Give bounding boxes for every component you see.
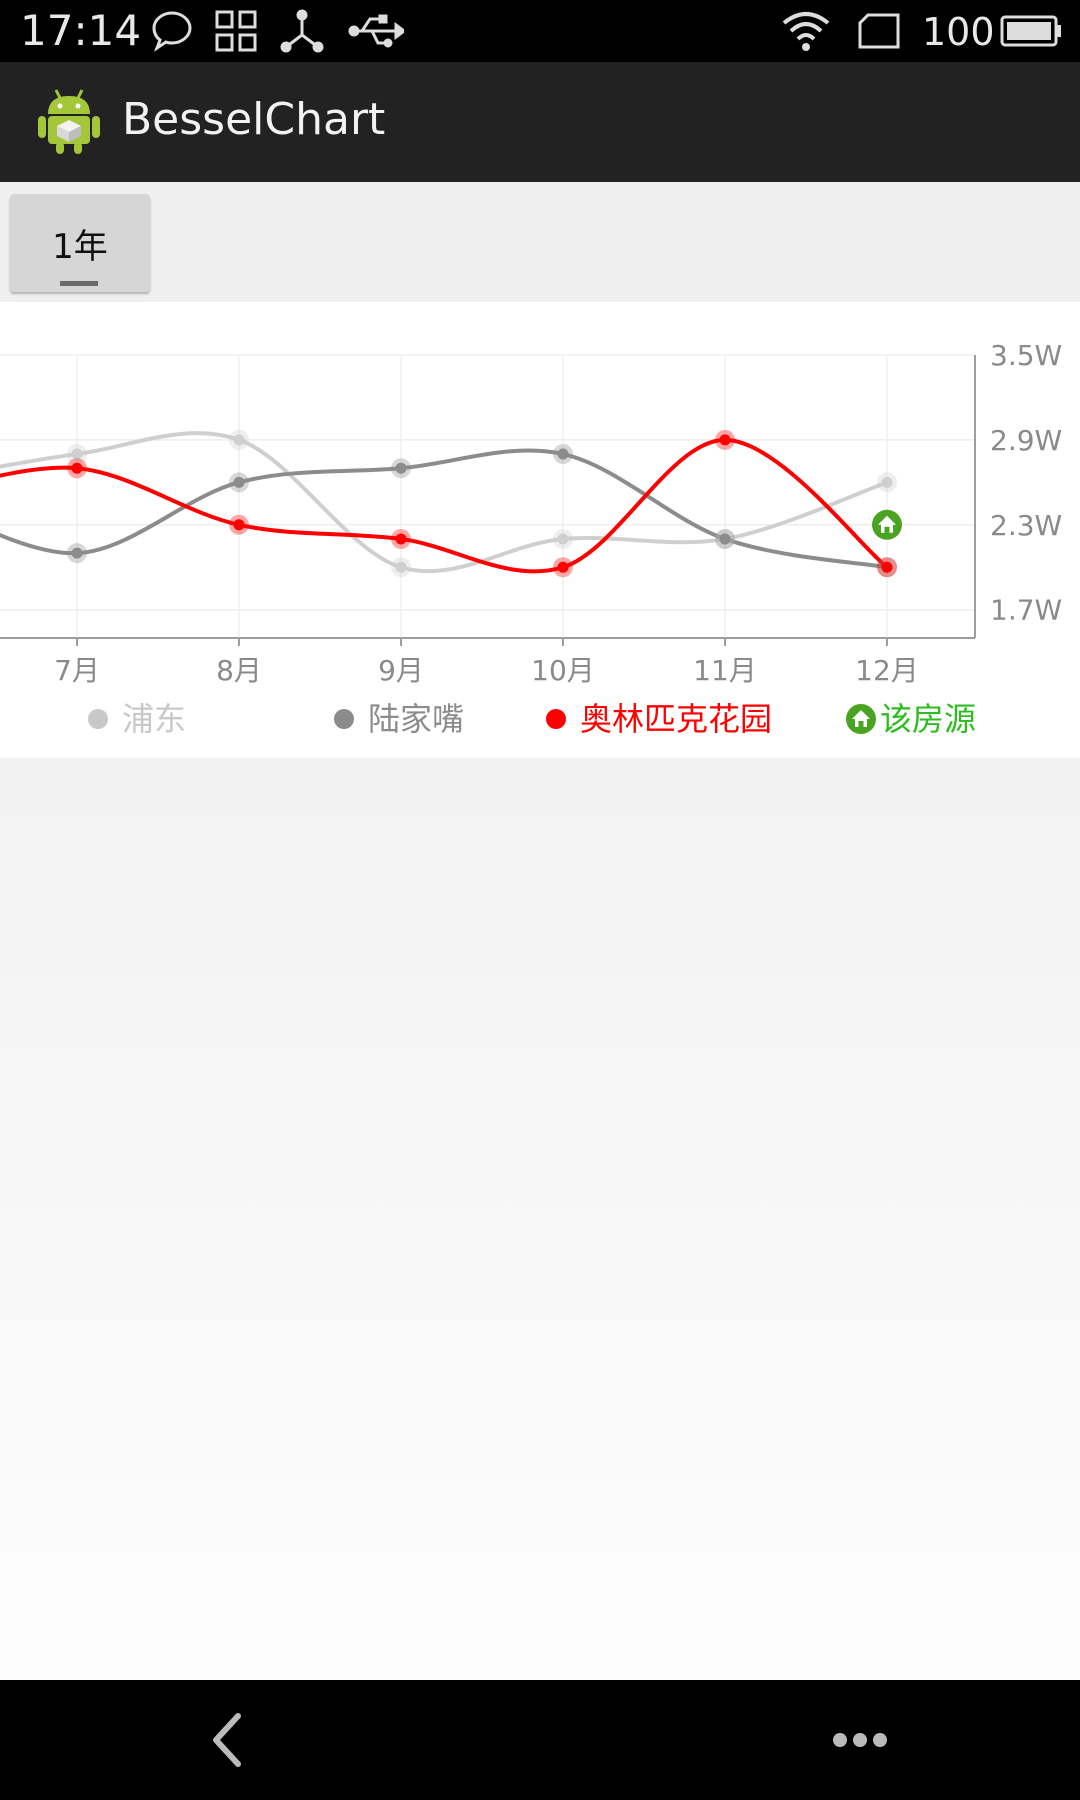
y-tick-label: 2.9W	[990, 424, 1062, 457]
series-line	[0, 437, 889, 574]
share-icon	[278, 0, 326, 62]
chat-icon	[148, 0, 196, 62]
y-tick-labels: 3.5W 2.9W 2.3W 1.7W	[990, 339, 1062, 627]
series-point	[71, 462, 83, 474]
wifi-icon	[780, 0, 832, 62]
series-point	[233, 476, 245, 488]
series-point	[881, 561, 893, 573]
y-tick-label: 3.5W	[990, 339, 1062, 372]
series-point	[557, 561, 569, 573]
legend-label: 浦东	[122, 700, 186, 738]
content-area	[0, 758, 1080, 1680]
house-icon-door	[884, 526, 890, 533]
price-chart[interactable]: 7月 8月 9月 10月 11月 12月 3.5W 2.9W 2.3W 1.7W 浦东 陆家嘴 奥林…	[0, 302, 1080, 758]
back-arrow-icon	[213, 1713, 241, 1767]
navigation-bar	[0, 1680, 1080, 1800]
house-icon-shape	[852, 710, 870, 727]
more-dots-icon	[833, 1733, 887, 1747]
house-icon-shape	[878, 515, 896, 533]
one-year-button-label: 1年	[52, 226, 108, 267]
x-tick-label: 10月	[531, 654, 595, 687]
y-tick-label: 2.3W	[990, 509, 1062, 542]
legend-label: 该房源	[880, 700, 976, 738]
clock: 17:14	[20, 6, 142, 55]
usb-icon	[348, 0, 404, 62]
x-tick-label: 8月	[216, 654, 262, 687]
back-button[interactable]	[200, 1710, 260, 1770]
android-app-icon[interactable]	[38, 86, 100, 160]
series-point	[395, 561, 407, 573]
legend-house-icon	[846, 704, 876, 734]
sim-icon	[856, 0, 902, 62]
house-marker	[872, 509, 902, 540]
series-point	[395, 462, 407, 474]
battery-icon	[1000, 0, 1062, 62]
house-marker-icon	[872, 509, 902, 540]
legend-dot	[88, 709, 108, 729]
series-point	[71, 448, 83, 460]
selected-indicator	[60, 281, 98, 286]
legend-label: 陆家嘴	[368, 700, 464, 738]
one-year-button[interactable]: 1年	[10, 194, 150, 292]
series-points	[67, 429, 897, 578]
series-point	[557, 448, 569, 460]
series-point	[395, 533, 407, 545]
series-point	[71, 547, 83, 559]
y-tick-label: 1.7W	[990, 594, 1062, 627]
legend-dot	[546, 709, 566, 729]
legend-dot	[334, 709, 354, 729]
price-chart-svg: 7月 8月 9月 10月 11月 12月 3.5W 2.9W 2.3W 1.7W 浦东 陆家嘴 奥林…	[0, 339, 1062, 738]
battery-level: 100	[922, 10, 995, 54]
x-tick-label: 9月	[378, 654, 424, 687]
grid-icon	[214, 0, 258, 62]
legend: 浦东 陆家嘴 奥林匹克花园 该房源	[88, 700, 976, 738]
legend-label: 奥林匹克花园	[580, 700, 772, 738]
grid-lines	[0, 354, 975, 646]
x-tick-label: 12月	[855, 654, 919, 687]
x-tick-label: 7月	[54, 654, 100, 687]
series-point	[719, 434, 731, 446]
status-bar: 17:14 100	[0, 0, 1080, 62]
x-tick-label: 11月	[693, 654, 757, 687]
action-bar: BesselChart	[0, 62, 1080, 182]
house-icon-door	[858, 721, 864, 727]
period-selector: 1年	[0, 182, 1080, 302]
series-point	[557, 533, 569, 545]
series-lines	[0, 431, 889, 574]
more-button[interactable]	[820, 1710, 900, 1770]
x-tick-labels: 7月 8月 9月 10月 11月 12月	[54, 654, 919, 687]
series-point	[233, 519, 245, 531]
series-point	[719, 533, 731, 545]
series-point	[881, 476, 893, 488]
axes	[0, 355, 976, 639]
series-point	[233, 434, 245, 446]
app-title: BesselChart	[122, 94, 386, 145]
